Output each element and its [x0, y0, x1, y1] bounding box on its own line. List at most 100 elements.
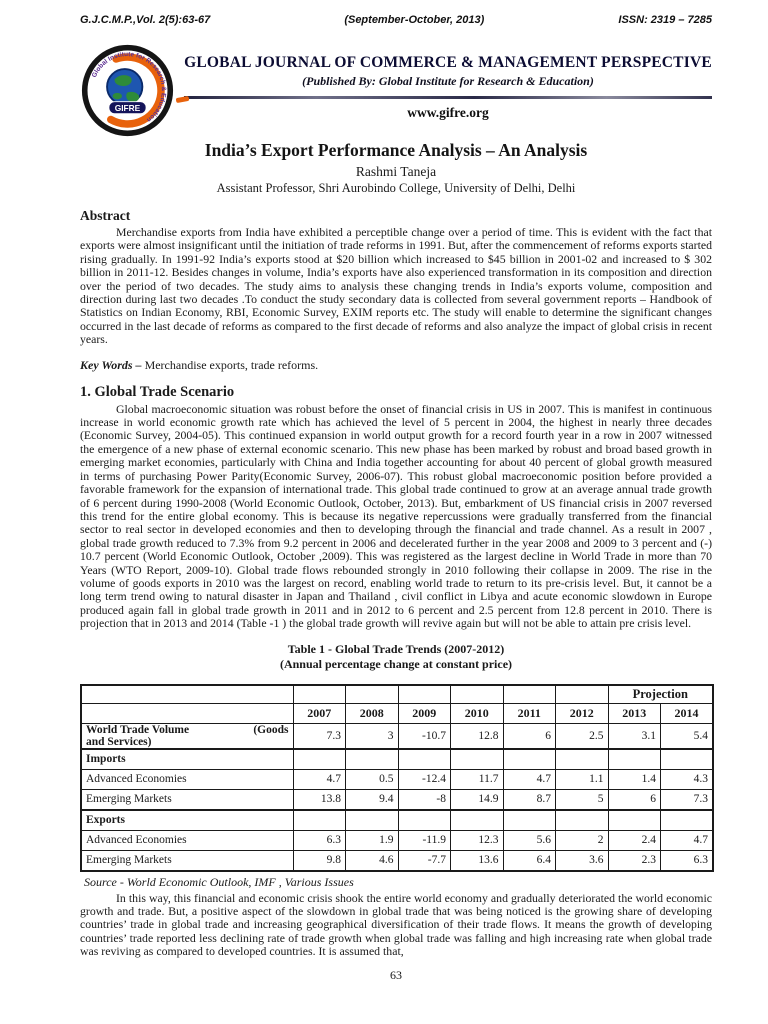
- cell-value: [660, 747, 714, 770]
- section-1-heading: 1. Global Trade Scenario: [80, 383, 235, 400]
- cell-value: 12.3: [450, 829, 504, 851]
- cell-value: 6.3: [292, 829, 346, 851]
- page-number: 63: [390, 967, 402, 982]
- cell-value: 2.5: [555, 722, 609, 750]
- header-meta-row: G.J.C.M.P.,Vol. 2(5):63-67 (September-Oc…: [80, 14, 712, 26]
- row-label: Emerging Markets: [80, 849, 294, 872]
- logo-orange-swoosh: [107, 53, 165, 128]
- publisher-line: (Published By: Global Institute for Rese…: [302, 74, 594, 88]
- abstract-text: Merchandise exports from India have exhi…: [80, 225, 712, 347]
- cell-value: [502, 808, 556, 831]
- cell-value: 3: [345, 722, 399, 750]
- issue-date: (September-October, 2013): [344, 14, 485, 26]
- cell-value: [660, 808, 714, 831]
- cell-value: 9.8: [292, 849, 346, 872]
- row-label: Advanced Economies: [80, 829, 294, 851]
- cell-value: 4.3: [660, 768, 714, 790]
- cell-value: 6.3: [660, 849, 714, 872]
- masthead-rule: [184, 96, 712, 99]
- year-header: 2009: [397, 702, 451, 724]
- cell-value: [555, 808, 609, 831]
- cell-value: -10.7: [397, 722, 451, 750]
- cell-value: 5: [555, 788, 609, 811]
- cell-value: 4.7: [660, 829, 714, 851]
- logo-name-text: GIFRE: [115, 103, 141, 113]
- globe-land-2: [126, 91, 140, 102]
- cell-value: 12.8: [450, 722, 504, 750]
- cell-value: 2.4: [607, 829, 661, 851]
- globe-land-3: [112, 92, 122, 100]
- year-header: 2007: [292, 702, 346, 724]
- table-row: Emerging Markets 9.8 4.6 -7.7 13.6 6.4 3.6 2.3 6…: [80, 849, 714, 872]
- journal-title: GLOBAL JOURNAL OF COMMERCE & MANAGEMENT …: [184, 54, 712, 71]
- cell-value: 14.9: [450, 788, 504, 811]
- cell-value: 1.4: [607, 768, 661, 790]
- website-url: www.gifre.org: [407, 105, 489, 120]
- year-header: 2010: [450, 702, 504, 724]
- keywords-line: Key Words – Merchandise exports, trade r…: [80, 358, 712, 373]
- cell-value: 6: [502, 722, 556, 750]
- trade-table-body: World Trade Volume (Goods and Services) 7.3…: [80, 722, 714, 872]
- cell-value: -7.7: [397, 849, 451, 872]
- cell-value: [502, 747, 556, 770]
- empty-cell: [555, 684, 609, 704]
- keywords-text: Merchandise exports, trade reforms.: [141, 357, 319, 372]
- cell-value: 4.6: [345, 849, 399, 872]
- logo-name-band: [108, 101, 147, 115]
- cell-value: [397, 808, 451, 831]
- cell-value: 7.3: [660, 788, 714, 811]
- page-content: G.J.C.M.P.,Vol. 2(5):63-67 (September-Oc…: [80, 14, 714, 982]
- cell-value: 4.7: [292, 768, 346, 790]
- cell-value: 6: [607, 788, 661, 811]
- cell-value: [450, 808, 504, 831]
- cell-value: 2.3: [607, 849, 661, 872]
- table-title: Table 1 - Global Trade Trends (2007-2012…: [287, 641, 505, 656]
- article-author: Rashmi Taneja: [355, 164, 437, 179]
- empty-cell: [502, 684, 556, 704]
- cell-value: [292, 747, 346, 770]
- cell-value: [450, 747, 504, 770]
- cell-value: [292, 808, 346, 831]
- table-row: Advanced Economies 6.3 1.9 -11.9 12.3 5.6 2 2.4…: [80, 829, 714, 851]
- empty-cell: [345, 684, 399, 704]
- year-header: 2014: [660, 702, 714, 724]
- logo-wrap: Global Institute for Research & Educatio…: [80, 44, 190, 138]
- table-row: Exports: [80, 808, 714, 831]
- empty-cell: [292, 684, 346, 704]
- cell-value: -11.9: [397, 829, 451, 851]
- globe-land-1: [114, 75, 132, 87]
- year-header: 2008: [345, 702, 399, 724]
- table-row: Imports: [80, 747, 714, 770]
- row-label: Exports: [80, 808, 294, 831]
- cell-value: [607, 808, 661, 831]
- cell-value: 2: [555, 829, 609, 851]
- cell-value: 9.4: [345, 788, 399, 811]
- row-label: World Trade Volume (Goods and Services): [80, 722, 294, 750]
- table-subtitle: (Annual percentage change at constant pr…: [279, 656, 513, 671]
- cell-value: 7.3: [292, 722, 346, 750]
- journal-ref: G.J.C.M.P.,Vol. 2(5):63-67: [80, 14, 211, 26]
- table-row: World Trade Volume (Goods and Services) 7.3…: [80, 722, 714, 750]
- table-row: Projection: [80, 684, 714, 704]
- abstract-heading: Abstract: [80, 208, 131, 223]
- cell-value: 4.7: [502, 768, 556, 790]
- cell-value: [397, 747, 451, 770]
- row-label: Imports: [80, 747, 294, 770]
- cell-value: 1.9: [345, 829, 399, 851]
- projection-header: Projection: [607, 684, 714, 704]
- cell-value: 3.1: [607, 722, 661, 750]
- table-row: 2007 2008 2009 2010 2011 2012 2013 2014: [80, 702, 714, 724]
- year-header: 2013: [607, 702, 661, 724]
- year-header: 2011: [502, 702, 556, 724]
- cell-value: 5.4: [660, 722, 714, 750]
- closing-paragraph: In this way, this financial and economic…: [80, 890, 712, 959]
- year-header: 2012: [555, 702, 609, 724]
- cell-value: [607, 747, 661, 770]
- cell-value: 1.1: [555, 768, 609, 790]
- cell-value: -12.4: [397, 768, 451, 790]
- cell-value: 8.7: [502, 788, 556, 811]
- table-row: Advanced Economies 4.7 0.5 -12.4 11.7 4.7 1.1 1…: [80, 768, 714, 790]
- masthead: Global Institute for Research & Educatio…: [80, 44, 712, 138]
- cell-value: 13.8: [292, 788, 346, 811]
